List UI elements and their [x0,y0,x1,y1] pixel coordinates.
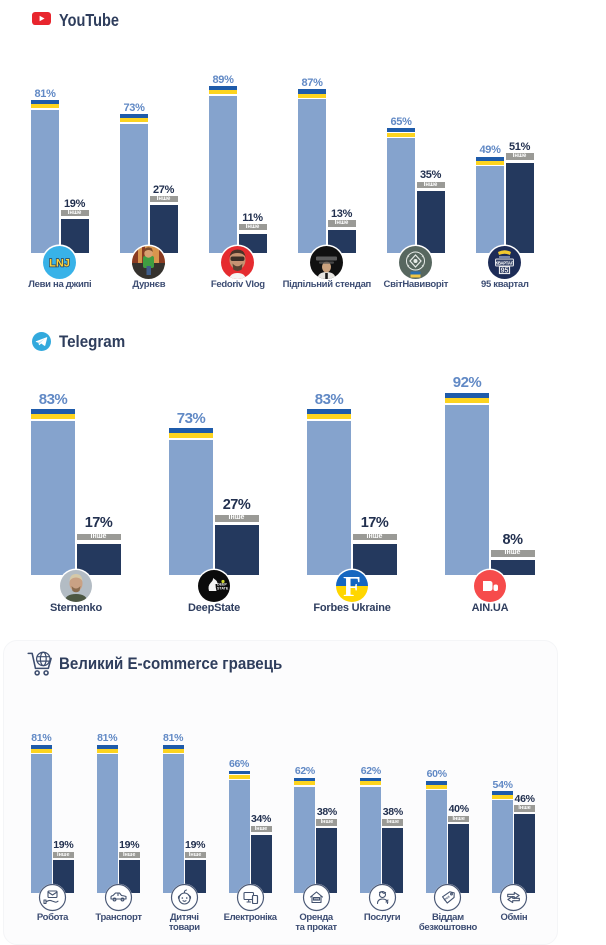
svg-text:RENT: RENT [313,897,320,900]
svg-text:DEEP: DEEP [217,582,227,586]
svg-text:F: F [343,571,361,603]
svg-text:95: 95 [501,267,509,274]
svg-text:LNJ: LNJ [49,257,70,269]
svg-text:STATE: STATE [217,586,229,590]
svg-text:КВАРТАЛ: КВАРТАЛ [496,260,514,265]
svg-text:FREE: FREE [443,894,451,902]
